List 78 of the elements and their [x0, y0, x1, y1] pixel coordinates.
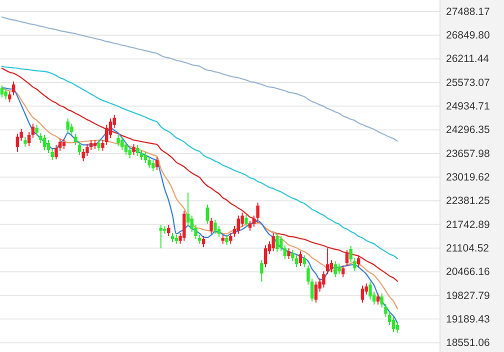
y-tick-label: 23657.98 — [446, 148, 490, 160]
candlestick — [136, 144, 140, 156]
candlestick — [392, 316, 396, 332]
candlestick — [279, 236, 283, 252]
candlestick — [132, 144, 136, 156]
candlestick — [4, 88, 8, 100]
y-tick-label: 18551.06 — [446, 337, 490, 350]
candlestick — [298, 250, 302, 267]
candlestick — [42, 134, 46, 151]
candlestick — [338, 262, 341, 275]
candlestick — [116, 134, 120, 146]
candlestick — [202, 236, 206, 248]
candlestick — [108, 118, 112, 138]
candlestick — [326, 248, 330, 275]
candlestick — [334, 260, 337, 278]
candlestick — [287, 248, 290, 260]
candlestick — [128, 146, 132, 159]
candlestick — [0, 84, 4, 98]
candlestick — [12, 81, 16, 96]
y-tick-label: 20466.16 — [446, 266, 490, 278]
candlestick — [214, 219, 217, 234]
candlestick — [248, 220, 252, 232]
candlestick — [24, 136, 27, 148]
y-tick-label: 23019.62 — [446, 171, 490, 184]
candlestick — [78, 141, 82, 156]
candlestick — [97, 140, 100, 152]
candlestick — [260, 260, 264, 282]
candlestick — [217, 226, 221, 238]
candlestick — [124, 141, 128, 156]
candlestick — [159, 224, 162, 249]
y-tick-label: 21742.89 — [446, 218, 490, 231]
y-tick-label: 27488.17 — [446, 6, 490, 18]
y-tick-label: 19827.79 — [446, 290, 490, 302]
candlestick — [190, 215, 194, 232]
candlestick — [264, 244, 268, 268]
candlestick — [283, 244, 287, 260]
candlestick — [322, 270, 326, 288]
candlestick — [74, 133, 78, 146]
candlestick — [27, 131, 31, 146]
candlestick — [206, 204, 209, 224]
y-tick-label: 24296.35 — [446, 124, 490, 136]
candlestick — [16, 133, 20, 152]
candlestick — [155, 156, 159, 171]
candlestick — [82, 148, 85, 162]
y-tick-label: 26211.44 — [446, 53, 490, 66]
candlestick — [388, 311, 392, 326]
candlestick — [105, 124, 108, 146]
line-series — [1, 16, 398, 142]
candlestick — [302, 254, 306, 268]
y-tick-label: 26849.80 — [446, 30, 490, 42]
y-tick-label: 21104.52 — [446, 242, 490, 254]
y-tick-label: 19189.43 — [446, 313, 490, 326]
y-tick-label: 22381.25 — [446, 195, 490, 208]
candlestick — [35, 124, 38, 136]
candlestick — [276, 232, 279, 252]
candlestick — [167, 224, 170, 237]
y-tick-label: 25573.07 — [446, 76, 490, 89]
candlestick — [62, 138, 66, 150]
candlestick — [330, 260, 334, 273]
candlestick — [225, 234, 228, 246]
candlestick — [46, 140, 50, 154]
candlestick — [144, 151, 147, 164]
candlestick — [90, 140, 93, 151]
candlestick — [152, 160, 155, 172]
candlestick — [31, 123, 35, 138]
candlestick — [396, 321, 399, 334]
candlestick — [360, 285, 364, 304]
candlestick — [345, 250, 349, 267]
candlestick — [376, 292, 380, 306]
candlestick — [236, 215, 240, 234]
candlestick — [244, 214, 248, 228]
candlestick — [210, 217, 213, 234]
candlestick — [272, 232, 275, 252]
candlestick — [314, 281, 318, 304]
candlestick — [120, 136, 124, 151]
candlestick — [66, 118, 70, 134]
y-tick-label: 24934.71 — [446, 100, 490, 113]
candlestick — [140, 150, 144, 161]
